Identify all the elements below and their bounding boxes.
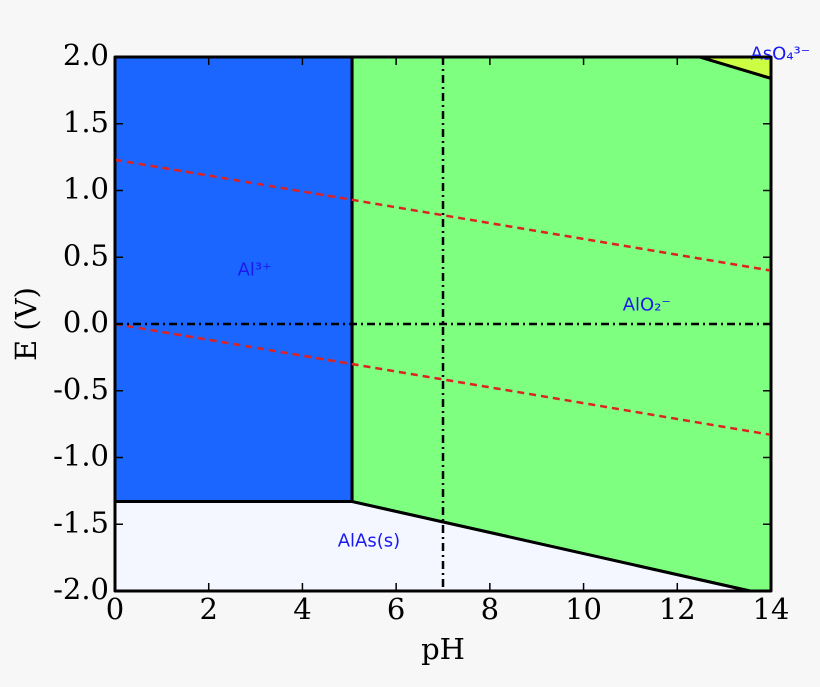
region [350, 55, 773, 593]
y-tick-label: -0.5 [53, 372, 109, 406]
x-axis-label: pH [421, 632, 465, 666]
y-tick-label: -2.0 [53, 572, 109, 606]
y-tick-label: 0.0 [63, 305, 109, 339]
region-label: Al³⁺ [238, 260, 272, 281]
region-label: AlAs(s) [338, 531, 400, 552]
y-axis-label: E (V) [9, 287, 43, 361]
y-tick-label: -1.5 [53, 505, 109, 539]
region-label: AlO₂⁻ [623, 294, 671, 315]
x-tick-label: 4 [293, 592, 311, 626]
x-tick-label: 6 [387, 592, 405, 626]
region-label: AsO₄³⁻ [750, 43, 810, 64]
x-tick-label: 0 [106, 592, 124, 626]
y-tick-label: 1.0 [63, 172, 109, 206]
y-tick-label: 1.5 [63, 105, 109, 139]
x-tick-label: 8 [481, 592, 499, 626]
x-tick-label: 12 [659, 592, 696, 626]
y-tick-label: 0.5 [63, 238, 109, 272]
y-tick-label: 2.0 [63, 38, 109, 72]
y-tick-label: -1.0 [53, 439, 109, 473]
x-tick-label: 14 [753, 592, 790, 626]
water-line [114, 158, 772, 272]
x-tick-label: 2 [199, 592, 217, 626]
x-tick-label: 10 [565, 592, 602, 626]
water-line [114, 322, 772, 437]
region [113, 55, 354, 504]
